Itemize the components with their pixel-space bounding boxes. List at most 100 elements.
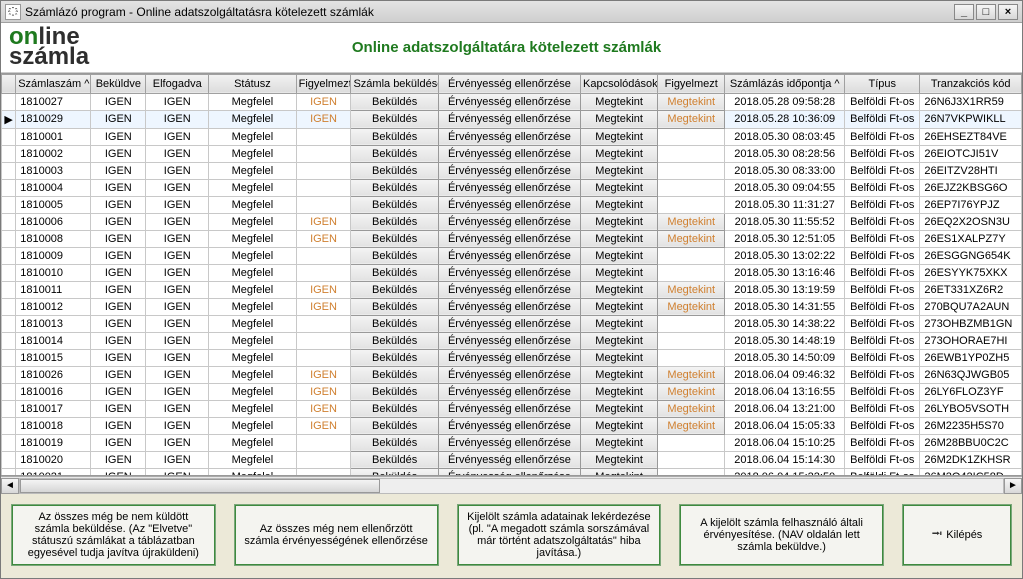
table-row[interactable]: 1810026IGENIGENMegfelelIGENBeküldésÉrvén… [2,366,1022,383]
user-validate-button[interactable]: A kijelölt számla felhasználó általi érv… [679,504,884,566]
send-button[interactable]: Beküldés [351,264,438,281]
scroll-thumb[interactable] [20,479,380,493]
grid-wrap[interactable]: Számlaszám ^BeküldveElfogadvaStátuszFigy… [1,73,1022,476]
validate-button[interactable]: Érvényesség ellenőrzése [438,332,580,349]
send-button[interactable]: Beküldés [351,298,438,315]
table-row[interactable]: 1810019IGENIGENMegfelelBeküldésÉrvényess… [2,434,1022,451]
send-all-button[interactable]: Az összes még be nem küldött számla bekü… [11,504,216,566]
view-connections-button[interactable]: Megtekint [581,247,658,264]
table-row[interactable]: 1810002IGENIGENMegfelelBeküldésÉrvényess… [2,145,1022,162]
table-row[interactable]: 1810008IGENIGENMegfelelIGENBeküldésÉrvén… [2,230,1022,247]
table-row[interactable]: 1810027IGENIGENMegfelelIGENBeküldésÉrvén… [2,93,1022,110]
view-connections-button[interactable]: Megtekint [581,179,658,196]
column-header[interactable]: Figyelmezt [658,74,725,93]
send-button[interactable]: Beküldés [351,247,438,264]
view-connections-button[interactable]: Megtekint [581,383,658,400]
view-connections-button[interactable]: Megtekint [581,468,658,476]
validate-button[interactable]: Érvényesség ellenőrzése [438,213,580,230]
horizontal-scrollbar[interactable]: ◄ ► [1,476,1022,494]
validate-all-button[interactable]: Az összes még nem ellenőrzött számla érv… [234,504,439,566]
column-header[interactable]: Kapcsolódások [581,74,658,93]
validate-button[interactable]: Érvényesség ellenőrzése [438,179,580,196]
column-header[interactable]: Számlaszám ^ [16,74,91,93]
send-button[interactable]: Beküldés [351,366,438,383]
column-header[interactable]: Típus [845,74,920,93]
table-row[interactable]: 1810010IGENIGENMegfelelBeküldésÉrvényess… [2,264,1022,281]
validate-button[interactable]: Érvényesség ellenőrzése [438,434,580,451]
validate-button[interactable]: Érvényesség ellenőrzése [438,196,580,213]
view-connections-button[interactable]: Megtekint [581,264,658,281]
view-connections-button[interactable]: Megtekint [581,145,658,162]
view-connections-button[interactable]: Megtekint [581,162,658,179]
view-connections-button[interactable]: Megtekint [581,110,658,128]
view-connections-button[interactable]: Megtekint [581,128,658,145]
validate-button[interactable]: Érvényesség ellenőrzése [438,145,580,162]
send-button[interactable]: Beküldés [351,213,438,230]
table-row[interactable]: 1810011IGENIGENMegfelelIGENBeküldésÉrvén… [2,281,1022,298]
validate-button[interactable]: Érvényesség ellenőrzése [438,230,580,247]
table-row[interactable]: 1810015IGENIGENMegfelelBeküldésÉrvényess… [2,349,1022,366]
view-warnings-button[interactable]: Megtekint [658,93,725,110]
send-button[interactable]: Beküldés [351,451,438,468]
view-connections-button[interactable]: Megtekint [581,400,658,417]
table-row[interactable]: 1810004IGENIGENMegfelelBeküldésÉrvényess… [2,179,1022,196]
validate-button[interactable]: Érvényesség ellenőrzése [438,383,580,400]
table-row[interactable]: 1810013IGENIGENMegfelelBeküldésÉrvényess… [2,315,1022,332]
view-connections-button[interactable]: Megtekint [581,434,658,451]
view-connections-button[interactable]: Megtekint [581,93,658,110]
validate-button[interactable]: Érvényesség ellenőrzése [438,264,580,281]
validate-button[interactable]: Érvényesség ellenőrzése [438,417,580,434]
scroll-track[interactable] [19,478,1004,494]
validate-button[interactable]: Érvényesség ellenőrzése [438,366,580,383]
column-header[interactable]: Számla beküldése [351,74,438,93]
view-warnings-button[interactable]: Megtekint [658,383,725,400]
table-row[interactable]: 1810014IGENIGENMegfelelBeküldésÉrvényess… [2,332,1022,349]
column-header[interactable] [2,74,16,93]
column-header[interactable]: Érvényesség ellenőrzése [438,74,580,93]
validate-button[interactable]: Érvényesség ellenőrzése [438,451,580,468]
query-selected-button[interactable]: Kijelölt számla adatainak lekérdezése (p… [457,504,662,566]
send-button[interactable]: Beküldés [351,417,438,434]
send-button[interactable]: Beküldés [351,281,438,298]
send-button[interactable]: Beküldés [351,434,438,451]
send-button[interactable]: Beküldés [351,315,438,332]
column-header[interactable]: Státusz [209,74,296,93]
table-row[interactable]: 1810018IGENIGENMegfelelIGENBeküldésÉrvén… [2,417,1022,434]
table-row[interactable]: 1810005IGENIGENMegfelelBeküldésÉrvényess… [2,196,1022,213]
scroll-right-button[interactable]: ► [1004,478,1022,494]
view-warnings-button[interactable]: Megtekint [658,417,725,434]
send-button[interactable]: Beküldés [351,230,438,247]
validate-button[interactable]: Érvényesség ellenőrzése [438,162,580,179]
view-connections-button[interactable]: Megtekint [581,349,658,366]
send-button[interactable]: Beküldés [351,162,438,179]
table-row[interactable]: 1810001IGENIGENMegfelelBeküldésÉrvényess… [2,128,1022,145]
send-button[interactable]: Beküldés [351,349,438,366]
send-button[interactable]: Beküldés [351,93,438,110]
column-header[interactable]: Tranzakciós kód [920,74,1022,93]
validate-button[interactable]: Érvényesség ellenőrzése [438,128,580,145]
table-row[interactable]: 1810003IGENIGENMegfelelBeküldésÉrvényess… [2,162,1022,179]
table-row[interactable]: 1810006IGENIGENMegfelelIGENBeküldésÉrvén… [2,213,1022,230]
table-row[interactable]: 1810020IGENIGENMegfelelBeküldésÉrvényess… [2,451,1022,468]
send-button[interactable]: Beküldés [351,179,438,196]
send-button[interactable]: Beküldés [351,128,438,145]
view-connections-button[interactable]: Megtekint [581,281,658,298]
column-header[interactable]: Számlázás időpontja ^ [725,74,845,93]
send-button[interactable]: Beküldés [351,383,438,400]
close-button[interactable]: × [998,4,1018,20]
send-button[interactable]: Beküldés [351,400,438,417]
validate-button[interactable]: Érvényesség ellenőrzése [438,281,580,298]
exit-button[interactable]: ⭲ Kilépés [902,504,1012,566]
view-warnings-button[interactable]: Megtekint [658,230,725,247]
send-button[interactable]: Beküldés [351,110,438,128]
view-warnings-button[interactable]: Megtekint [658,298,725,315]
table-row[interactable]: 1810017IGENIGENMegfelelIGENBeküldésÉrvén… [2,400,1022,417]
column-header[interactable]: Beküldve [91,74,146,93]
table-row[interactable]: ▶1810029IGENIGENMegfelelIGENBeküldésÉrvé… [2,110,1022,128]
validate-button[interactable]: Érvényesség ellenőrzése [438,93,580,110]
view-connections-button[interactable]: Megtekint [581,230,658,247]
view-connections-button[interactable]: Megtekint [581,332,658,349]
view-connections-button[interactable]: Megtekint [581,298,658,315]
view-warnings-button[interactable]: Megtekint [658,110,725,128]
send-button[interactable]: Beküldés [351,196,438,213]
